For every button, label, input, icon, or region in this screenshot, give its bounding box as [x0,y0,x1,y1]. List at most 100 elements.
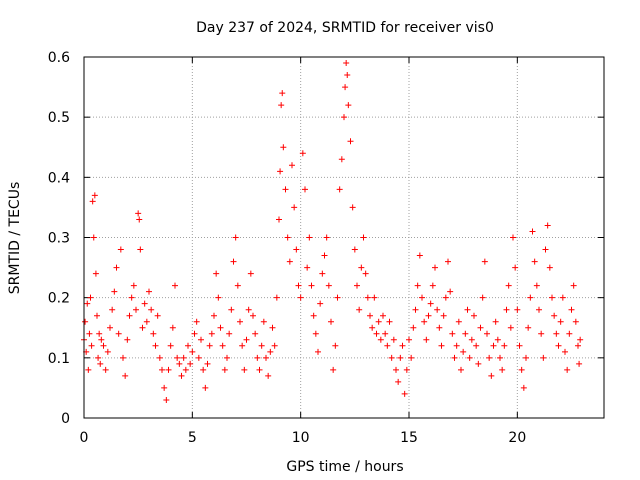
data-point [191,330,198,337]
data-point [451,354,458,361]
data-point [239,342,246,349]
plot-frame [83,56,605,419]
data-point [224,354,230,361]
data-point [232,234,239,241]
data-point [187,360,194,367]
x-tick-label: 0 [80,430,89,446]
data-point [293,246,300,253]
data-point [401,390,408,397]
data-point [330,366,337,373]
data-point [178,372,185,379]
data-point [373,330,380,337]
data-point [559,294,566,301]
data-point [518,366,525,373]
data-point [380,312,386,319]
data-point [279,90,286,97]
data-point [219,342,226,349]
y-axis-label: SRMTID / TECUs [7,182,23,295]
data-point [230,258,237,265]
data-point [568,306,575,313]
data-point [206,342,213,349]
data-point [427,300,434,307]
data-point [115,330,122,337]
data-point [341,114,347,121]
data-point [540,354,547,361]
data-point [354,282,360,289]
data-point [364,294,371,301]
data-point [382,330,389,337]
data-point [146,288,152,295]
data-point [128,294,135,301]
data-point [241,366,248,373]
data-point [536,306,542,313]
data-point [117,246,124,253]
data-point [546,264,553,271]
data-point [475,360,482,367]
data-point [143,318,150,325]
data-point [423,336,430,343]
data-point [347,138,354,145]
data-point [243,336,250,343]
data-point [95,354,102,361]
data-point [490,342,497,349]
data-point [549,294,555,301]
data-point [284,234,291,241]
data-point [455,318,462,325]
data-point [252,330,259,337]
data-point [130,282,137,289]
data-point [152,342,159,349]
data-point [297,294,304,301]
data-point [462,330,469,337]
data-point [97,360,104,367]
data-point [557,318,564,325]
data-point [488,372,495,379]
data-point [195,354,202,361]
data-point [92,270,99,277]
data-point [156,354,163,361]
data-point [334,294,341,301]
data-point [343,60,350,67]
data-point [477,324,484,331]
data-point [185,342,191,349]
data-point [161,384,168,391]
data-point [460,348,467,355]
data-point [562,348,568,355]
data-point [408,354,415,361]
data-point [505,282,512,289]
data-point [312,330,319,337]
data-point [139,324,146,331]
data-point [325,282,332,289]
data-point [215,294,222,301]
data-point [213,270,220,277]
data-point [486,354,493,361]
data-point [566,330,573,337]
data-point [564,366,571,373]
data-point [356,306,363,313]
data-point [113,264,120,271]
data-point [137,246,144,253]
data-point [542,246,549,253]
data-point [84,300,91,307]
data-point [336,186,343,193]
data-point [434,306,441,313]
data-point [570,282,577,289]
data-point [269,324,276,331]
data-point [342,84,349,91]
data-point [338,156,345,163]
data-point [507,324,514,331]
data-point [414,282,421,289]
data-point [572,318,579,325]
data-point [260,318,267,325]
data-point [189,348,196,355]
data-point [369,324,376,331]
data-point [362,270,369,277]
data-point [228,306,235,313]
data-point [375,318,382,325]
data-point [273,294,280,301]
data-point [449,330,456,337]
data-point [523,354,529,361]
data-point [174,354,181,361]
data-point [367,312,373,319]
data-point [96,330,103,337]
